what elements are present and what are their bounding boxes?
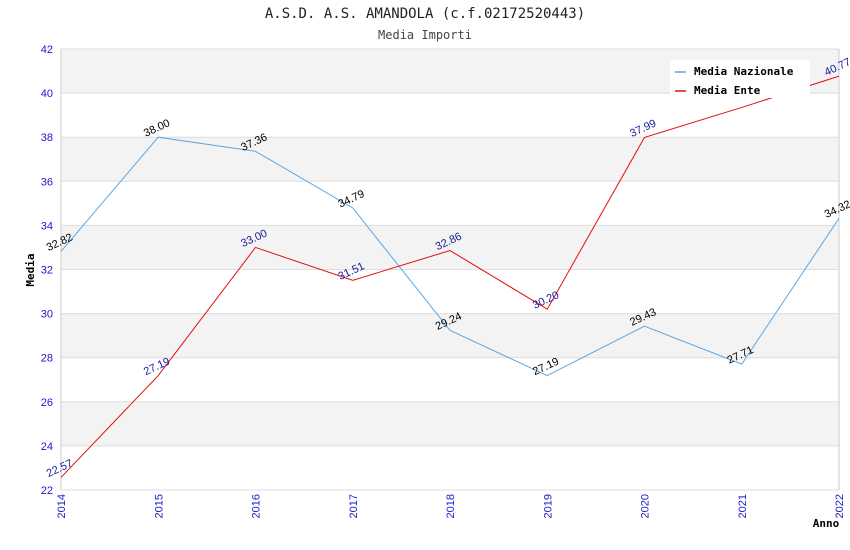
legend-label-media-ente: Media Ente — [694, 84, 761, 97]
y-tick-label: 30 — [41, 309, 53, 321]
grid-band — [61, 357, 839, 402]
grid-band — [61, 401, 839, 446]
y-tick-label: 32 — [41, 265, 53, 277]
x-tick-label: 2022 — [834, 494, 846, 518]
x-tick-label: 2015 — [153, 494, 165, 518]
y-tick-label: 24 — [41, 441, 53, 453]
y-tick-label: 36 — [41, 176, 53, 188]
x-axis-ticks: 2014 2015 2016 2017 2018 2019 2020 2021 2022 — [56, 494, 846, 518]
y-tick-label: 28 — [41, 353, 53, 365]
series-line-media-ente — [60, 75, 840, 478]
y-tick-label: 40 — [41, 88, 53, 100]
x-tick-label: 2019 — [542, 494, 554, 518]
y-tick-label: 22 — [41, 485, 53, 497]
grid-band — [61, 313, 839, 358]
x-tick-label: 2016 — [251, 494, 263, 518]
grid-band — [61, 137, 839, 182]
grid-band — [61, 93, 839, 138]
grid-band — [61, 269, 839, 314]
x-tick-label: 2021 — [737, 494, 749, 518]
y-tick-label: 34 — [41, 220, 53, 232]
x-tick-label: 2020 — [640, 494, 652, 518]
series-line-media-nazionale — [60, 136, 840, 377]
legend-label-media-nazionale: Media Nazionale — [694, 65, 794, 78]
legend-box — [670, 60, 810, 98]
y-axis-label: Media — [24, 253, 37, 286]
y-tick-label: 26 — [41, 397, 53, 409]
x-axis-label: Anno — [813, 517, 840, 530]
x-tick-label: 2017 — [348, 494, 360, 518]
chart-subtitle: Media Importi — [378, 28, 472, 42]
grid-band — [61, 181, 839, 226]
y-tick-label: 42 — [41, 44, 53, 56]
grid-band — [61, 225, 839, 270]
y-tick-label: 38 — [41, 132, 53, 144]
series-lines — [60, 75, 840, 478]
x-tick-label: 2014 — [56, 494, 68, 518]
grid-band — [61, 445, 839, 490]
grid-bands — [60, 48, 840, 491]
chart-title: A.S.D. A.S. AMANDOLA (c.f.02172520443) — [265, 6, 585, 22]
x-tick-label: 2018 — [445, 494, 457, 518]
y-axis-ticks: 22 24 26 28 30 32 34 36 38 40 42 — [41, 44, 53, 497]
legend: Media Nazionale Media Ente — [670, 60, 810, 98]
